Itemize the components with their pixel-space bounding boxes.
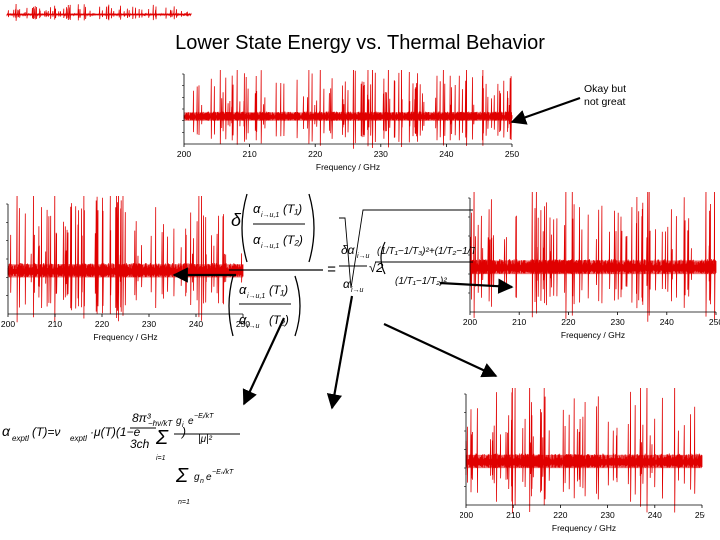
svg-text:i→u: i→u bbox=[247, 323, 260, 330]
svg-text:e: e bbox=[206, 472, 212, 483]
x-tick-label: 230 bbox=[374, 149, 388, 159]
spectrum-series bbox=[183, 70, 513, 149]
x-tick-label: 250 bbox=[695, 510, 705, 520]
svg-text:e: e bbox=[188, 416, 194, 427]
svg-text:α: α bbox=[253, 232, 261, 247]
spectrum-series bbox=[6, 4, 192, 21]
svg-text:−hν/kT: −hν/kT bbox=[148, 419, 173, 428]
svg-text:(T₁): (T₁) bbox=[269, 283, 288, 297]
svg-text:−Eₙ/kT: −Eₙ/kT bbox=[212, 469, 234, 476]
x-tick-label: 220 bbox=[561, 317, 575, 327]
x-tick-label: 230 bbox=[142, 319, 156, 329]
svg-text:i→u,1: i→u,1 bbox=[261, 243, 279, 250]
svg-text:g: g bbox=[194, 472, 200, 483]
x-tick-label: 240 bbox=[189, 319, 203, 329]
svg-text:8π³: 8π³ bbox=[132, 411, 152, 425]
x-tick-label: 250 bbox=[236, 319, 250, 329]
x-tick-label: 240 bbox=[660, 317, 674, 327]
spectrum-series bbox=[465, 388, 703, 514]
svg-text:·μ(T)(1−e: ·μ(T)(1−e bbox=[90, 425, 141, 439]
spectrum-band bbox=[466, 454, 702, 469]
x-tick-label: 240 bbox=[439, 149, 453, 159]
svg-text:δα: δα bbox=[341, 243, 356, 257]
svg-text:(T₂): (T₂) bbox=[283, 233, 303, 247]
bottom-right-spectrum-chart: 200 210 220 230 240 250 Frequency / GHz bbox=[460, 388, 705, 533]
x-tick-label: 220 bbox=[308, 149, 322, 159]
svg-text:n: n bbox=[200, 478, 204, 485]
delta-symbol: δ bbox=[231, 210, 242, 230]
spectrum-band bbox=[7, 13, 191, 16]
svg-text:g: g bbox=[176, 416, 182, 427]
svg-text:α: α bbox=[343, 277, 351, 291]
x-axis-label: Frequency / GHz bbox=[561, 330, 625, 340]
spectrum-series bbox=[469, 192, 717, 322]
callout-arrow bbox=[510, 96, 581, 125]
svg-text:n=1: n=1 bbox=[178, 499, 190, 506]
spectrum-band bbox=[184, 112, 512, 121]
x-tick-label: 240 bbox=[648, 510, 662, 520]
x-axis-label: Frequency / GHz bbox=[93, 332, 157, 342]
x-tick-label: 230 bbox=[611, 317, 625, 327]
svg-text:i→u,1: i→u,1 bbox=[261, 212, 279, 219]
svg-text:α: α bbox=[239, 312, 247, 327]
left-spectrum-chart: 200 210 220 230 240 250 Frequency / GHz bbox=[1, 196, 250, 342]
x-tick-label: 210 bbox=[506, 510, 520, 520]
svg-text:i→u: i→u bbox=[357, 253, 370, 260]
x-tick-label: 230 bbox=[601, 510, 615, 520]
svg-text:α: α bbox=[2, 423, 11, 439]
svg-text:(T₁): (T₁) bbox=[283, 202, 302, 216]
absorption-equation: α exptl (T)=ν exptl ·μ(T)(1−e −hν/kT ) 8… bbox=[2, 411, 240, 506]
x-tick-label: 220 bbox=[95, 319, 109, 329]
right-spectrum-chart: 200 210 220 230 240 250 Frequency / GHz bbox=[463, 192, 720, 340]
svg-text:(1/T₁−1/T₃)²+(1/T₂−1/T₃)²: (1/T₁−1/T₃)²+(1/T₂−1/T₃)² bbox=[377, 246, 475, 257]
top-spectrum-chart: 200 210 220 230 240 250 Frequency / GHz bbox=[177, 70, 519, 172]
x-tick-label: 200 bbox=[177, 149, 191, 159]
x-tick-label: 250 bbox=[709, 317, 720, 327]
svg-text:exptl: exptl bbox=[12, 434, 29, 443]
x-axis-label: Frequency / GHz bbox=[316, 162, 380, 172]
callout-text: Okay but not great bbox=[584, 83, 654, 109]
svg-text:i: i bbox=[182, 422, 184, 429]
svg-text:): ) bbox=[180, 425, 186, 439]
svg-text:(1/T₁−1/T₂)²: (1/T₁−1/T₂)² bbox=[395, 276, 447, 287]
x-tick-label: 200 bbox=[463, 317, 477, 327]
callout-line-1: Okay but bbox=[584, 83, 627, 95]
svg-text:i→u: i→u bbox=[351, 287, 364, 294]
svg-text:(T₂): (T₂) bbox=[269, 313, 289, 327]
x-tick-label: 210 bbox=[48, 319, 62, 329]
svg-text:Σ: Σ bbox=[175, 465, 189, 487]
spectrum-band bbox=[470, 260, 716, 275]
svg-text:α: α bbox=[239, 282, 247, 297]
svg-text:Σ: Σ bbox=[155, 427, 169, 449]
x-axis-label: Frequency / GHz bbox=[552, 523, 616, 533]
x-tick-label: 210 bbox=[243, 149, 257, 159]
slide-title: Lower State Energy vs. Thermal Behavior bbox=[175, 32, 545, 54]
svg-text:3ch: 3ch bbox=[130, 437, 150, 451]
svg-text:i=1: i=1 bbox=[156, 455, 166, 462]
svg-text:|μ|²: |μ|² bbox=[198, 434, 213, 445]
x-tick-label: 220 bbox=[553, 510, 567, 520]
x-tick-label: 250 bbox=[505, 149, 519, 159]
spectrum-band bbox=[8, 264, 243, 278]
x-tick-label: 210 bbox=[512, 317, 526, 327]
ratio-equation: δ α i→u,1 (T₁) α i→u,1 (T₂) α i→u,1 (T₁)… bbox=[228, 193, 475, 337]
svg-text:(T)=ν: (T)=ν bbox=[32, 425, 60, 439]
callout-line-2: not great bbox=[584, 96, 626, 108]
svg-text:i→u,1: i→u,1 bbox=[247, 293, 265, 300]
svg-text:α: α bbox=[253, 201, 261, 216]
spectrum-series bbox=[7, 196, 244, 323]
svg-text:=: = bbox=[327, 261, 336, 278]
svg-text:√2: √2 bbox=[369, 260, 384, 275]
svg-text:exptl: exptl bbox=[70, 434, 87, 443]
x-tick-label: 200 bbox=[1, 319, 15, 329]
thumbnail-chart bbox=[6, 4, 192, 21]
x-tick-label: 200 bbox=[460, 510, 473, 520]
svg-text:−Eᵢ/kT: −Eᵢ/kT bbox=[194, 413, 214, 420]
